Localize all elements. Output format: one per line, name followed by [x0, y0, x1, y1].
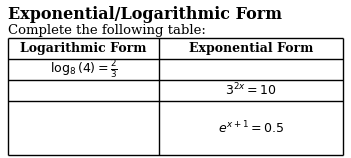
Text: Logarithmic Form: Logarithmic Form [20, 42, 147, 55]
Text: Exponential/Logarithmic Form: Exponential/Logarithmic Form [8, 6, 282, 23]
Text: Exponential Form: Exponential Form [189, 42, 313, 55]
Text: Complete the following table:: Complete the following table: [8, 24, 206, 37]
Text: $\log_8(4) = \frac{2}{3}$: $\log_8(4) = \frac{2}{3}$ [49, 59, 117, 80]
Text: $e^{x+1} = 0.5$: $e^{x+1} = 0.5$ [218, 120, 284, 136]
Text: $3^{2x} = 10$: $3^{2x} = 10$ [225, 82, 277, 99]
